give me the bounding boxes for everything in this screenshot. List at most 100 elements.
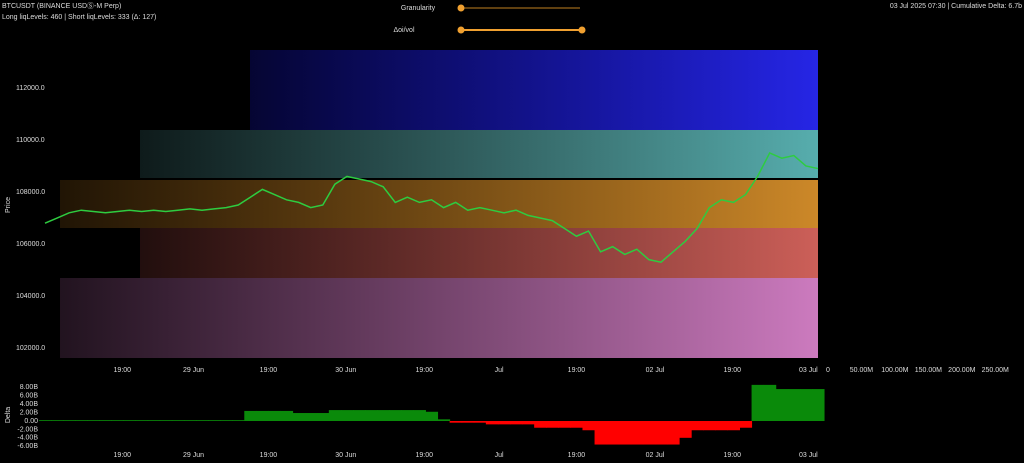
delta-bar	[679, 421, 692, 438]
delta-bar	[401, 410, 414, 422]
x-tick-label: Jul	[495, 367, 504, 374]
delta-bar	[546, 421, 559, 428]
y-tick-label: 4.00B	[20, 401, 39, 408]
delta-bar	[473, 421, 487, 423]
x-tick-label: 19:00	[260, 367, 278, 374]
delta-bar	[570, 421, 583, 428]
x-tick-label: Jul	[495, 452, 504, 459]
delta-bar	[787, 389, 801, 422]
delta-bar	[763, 384, 777, 422]
delta-bar	[171, 420, 185, 422]
delta-bar	[437, 419, 451, 422]
delta-bar	[328, 410, 342, 422]
heat-band	[250, 50, 818, 130]
delta-bar	[220, 420, 233, 422]
delta-bar	[775, 389, 789, 422]
delta-bar	[799, 389, 813, 422]
y-tick-label: 8.00B	[20, 384, 39, 391]
x-tick-label: 19:00	[260, 452, 278, 459]
delta-bar	[425, 411, 439, 422]
y-tick-label: 106000.0	[16, 241, 45, 248]
delta-bar	[727, 421, 740, 431]
delta-bar	[87, 420, 100, 422]
x-tick-label: 02 Jul	[646, 367, 665, 374]
delta-bar	[522, 421, 535, 425]
x-tick-label: 19:00	[723, 367, 741, 374]
y-axis-label: Price	[5, 197, 12, 213]
y-tick-label: -2.00B	[17, 426, 38, 433]
delta-bar	[811, 389, 825, 422]
side-tick-label: 150.00M	[915, 367, 942, 374]
x-tick-label: 30 Jun	[335, 367, 356, 374]
delta-bar	[715, 421, 728, 431]
delta-bar	[99, 420, 112, 422]
delta-bar	[159, 420, 173, 422]
delta-bar	[268, 410, 282, 422]
delta-bar	[594, 421, 608, 445]
x-tick-label: 19:00	[723, 452, 741, 459]
heat-band	[140, 228, 818, 278]
x-tick-label: 19:00	[568, 452, 586, 459]
x-tick-label: 30 Jun	[335, 452, 356, 459]
delta-bar	[582, 421, 596, 431]
delta-bar	[606, 421, 620, 445]
side-tick-label: 100.00M	[881, 367, 908, 374]
delta-bar	[497, 421, 511, 425]
delta-bar	[485, 421, 499, 425]
price-line	[44, 152, 819, 264]
delta-bar	[703, 421, 716, 431]
stats: Long liqLevels: 460 | Short liqLevels: 3…	[2, 14, 156, 21]
delta-bar	[667, 421, 680, 445]
delta-bar	[208, 420, 221, 422]
divider	[818, 45, 828, 365]
delta-bar	[195, 420, 209, 422]
y-tick-label: 104000.0	[16, 293, 45, 300]
y-tick-label: 2.00B	[20, 409, 39, 416]
delta-bar	[630, 421, 644, 445]
delta-bar	[232, 420, 245, 422]
control-label: Δoi/vol	[393, 27, 414, 34]
slider-knob[interactable]	[457, 26, 465, 34]
delta-bar	[618, 421, 632, 445]
x-tick-label: 19:00	[568, 367, 586, 374]
delta-bar	[292, 413, 306, 422]
x-tick-label: 29 Jun	[183, 452, 204, 459]
y-tick-label: 112000.0	[16, 85, 45, 92]
heat-band	[140, 130, 818, 178]
delta-bar	[413, 410, 426, 422]
side-tick-label: 200.00M	[948, 367, 975, 374]
delta-bar	[38, 420, 52, 422]
x-tick-label: 03 Jul	[799, 367, 818, 374]
side-tick-label: 250.00M	[982, 367, 1009, 374]
delta-bar	[558, 421, 571, 428]
delta-bar	[654, 421, 668, 445]
delta-bar	[304, 413, 318, 422]
delta-bar	[280, 410, 294, 422]
slider-knob[interactable]	[457, 4, 465, 12]
heatmap	[60, 45, 828, 365]
x-tick-label: 29 Jun	[183, 367, 204, 374]
slider-knob[interactable]	[578, 26, 586, 34]
delta-bar	[449, 421, 463, 423]
delta-bar	[642, 421, 656, 445]
control-label: Granularity	[401, 5, 436, 12]
x-tick-label: 02 Jul	[646, 452, 665, 459]
delta-bar	[256, 410, 269, 422]
delta-bar	[63, 420, 76, 422]
delta-bar	[365, 410, 378, 422]
delta-bar	[534, 421, 547, 428]
delta-bar	[340, 410, 354, 422]
side-tick-label: 50.00M	[850, 367, 874, 374]
y-tick-label: 108000.0	[16, 189, 45, 196]
heat-band	[60, 278, 818, 358]
delta-bar	[123, 420, 137, 422]
x-tick-label: 19:00	[114, 367, 132, 374]
y-tick-label: 6.00B	[20, 393, 39, 400]
delta-bar	[244, 410, 257, 422]
side-tick-label: 0	[826, 367, 830, 374]
info: 03 Jul 2025 07:30 | Cumulative Delta: 6.…	[890, 3, 1022, 10]
y-tick-label: -6.00B	[17, 443, 38, 450]
y-tick-label: -4.00B	[17, 435, 38, 442]
x-tick-label: 03 Jul	[799, 452, 818, 459]
